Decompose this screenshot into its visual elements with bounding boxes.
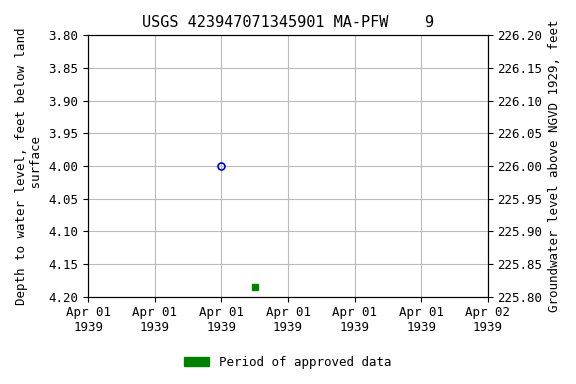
Legend: Period of approved data: Period of approved data (179, 351, 397, 374)
Title: USGS 423947071345901 MA-PFW    9: USGS 423947071345901 MA-PFW 9 (142, 15, 434, 30)
Y-axis label: Groundwater level above NGVD 1929, feet: Groundwater level above NGVD 1929, feet (548, 20, 561, 312)
Y-axis label: Depth to water level, feet below land
 surface: Depth to water level, feet below land su… (15, 27, 43, 305)
